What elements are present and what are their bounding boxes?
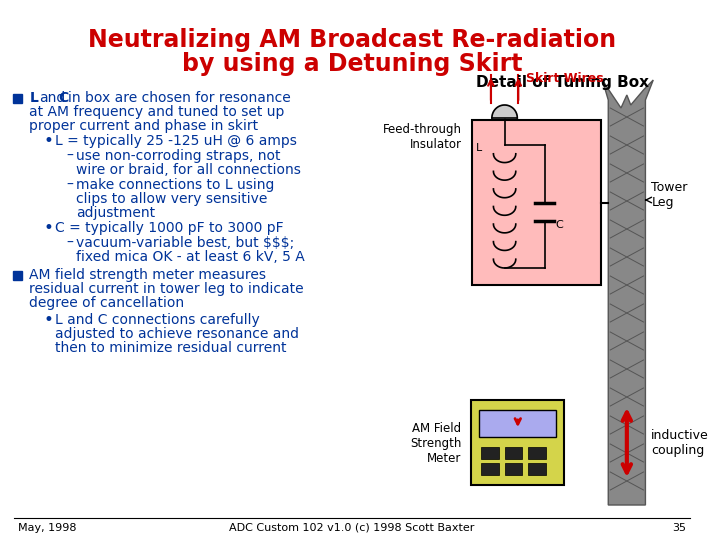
Text: fixed mica OK - at least 6 kV, 5 A: fixed mica OK - at least 6 kV, 5 A — [76, 250, 305, 264]
Text: proper current and phase in skirt: proper current and phase in skirt — [30, 119, 258, 133]
Text: by using a Detuning Skirt: by using a Detuning Skirt — [181, 52, 522, 76]
Bar — [481, 447, 499, 459]
Text: L and C connections carefully: L and C connections carefully — [55, 313, 259, 327]
Text: degree of cancellation: degree of cancellation — [30, 296, 184, 310]
Text: inductive
coupling: inductive coupling — [652, 429, 709, 457]
Text: use non-corroding straps, not: use non-corroding straps, not — [76, 149, 281, 163]
Text: •: • — [43, 219, 53, 237]
Text: residual current in tower leg to indicate: residual current in tower leg to indicat… — [30, 282, 304, 296]
Bar — [528, 463, 546, 475]
Text: –: – — [66, 236, 73, 250]
Text: and: and — [39, 91, 66, 105]
Bar — [505, 463, 522, 475]
Bar — [472, 120, 601, 285]
Text: C = typically 1000 pF to 3000 pF: C = typically 1000 pF to 3000 pF — [55, 221, 284, 235]
Text: at AM frequency and tuned to set up: at AM frequency and tuned to set up — [30, 105, 284, 119]
Text: Neutralizing AM Broadcast Re-radiation: Neutralizing AM Broadcast Re-radiation — [88, 28, 616, 52]
Bar — [505, 447, 522, 459]
Polygon shape — [492, 105, 517, 118]
Text: L = typically 25 -125 uH @ 6 amps: L = typically 25 -125 uH @ 6 amps — [55, 134, 297, 148]
Bar — [480, 410, 557, 437]
Text: in box are chosen for resonance: in box are chosen for resonance — [68, 91, 291, 105]
Text: •: • — [43, 311, 53, 329]
Polygon shape — [603, 80, 653, 505]
Text: AM field strength meter measures: AM field strength meter measures — [30, 268, 266, 282]
Text: Tower
Leg: Tower Leg — [652, 181, 688, 209]
Text: then to minimize residual current: then to minimize residual current — [55, 341, 287, 355]
Text: L: L — [476, 143, 482, 153]
Text: May, 1998: May, 1998 — [17, 523, 76, 533]
Text: ADC Custom 102 v1.0 (c) 1998 Scott Baxter: ADC Custom 102 v1.0 (c) 1998 Scott Baxte… — [230, 523, 474, 533]
Text: Skirt Wires: Skirt Wires — [526, 72, 604, 85]
Text: vacuum-variable best, but $$$;: vacuum-variable best, but $$$; — [76, 236, 294, 250]
Text: Detail of Tuning Box: Detail of Tuning Box — [476, 75, 649, 90]
Bar — [528, 447, 546, 459]
Bar — [481, 463, 499, 475]
Text: C: C — [556, 220, 563, 230]
Text: wire or braid, for all connections: wire or braid, for all connections — [76, 163, 301, 177]
Text: adjusted to achieve resonance and: adjusted to achieve resonance and — [55, 327, 299, 341]
Text: –: – — [66, 178, 73, 192]
Text: L: L — [30, 91, 38, 105]
Text: •: • — [43, 132, 53, 150]
Text: C: C — [58, 91, 69, 105]
Text: –: – — [66, 149, 73, 163]
Text: clips to allow very sensitive: clips to allow very sensitive — [76, 192, 268, 206]
Text: 35: 35 — [672, 523, 686, 533]
Text: adjustment: adjustment — [76, 206, 156, 220]
Text: make connections to L using: make connections to L using — [76, 178, 274, 192]
Bar — [13, 271, 22, 280]
Text: Feed-through
Insulator: Feed-through Insulator — [382, 123, 462, 151]
Bar — [13, 93, 22, 103]
Bar — [472, 400, 564, 485]
Text: AM Field
Strength
Meter: AM Field Strength Meter — [410, 422, 462, 464]
